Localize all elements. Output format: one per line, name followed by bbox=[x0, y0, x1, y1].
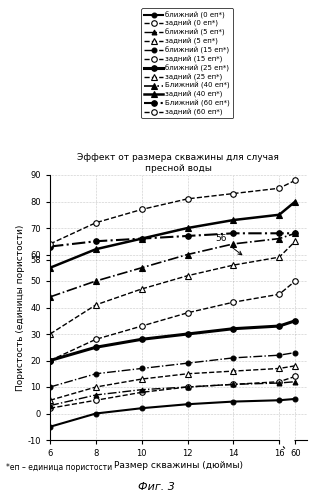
Title: Эффект от размера скважины для случая
пресной воды: Эффект от размера скважины для случая пр… bbox=[78, 154, 279, 173]
Text: 56: 56 bbox=[215, 234, 242, 255]
X-axis label: Размер скважины (дюймы): Размер скважины (дюймы) bbox=[114, 461, 243, 470]
Y-axis label: Пористость (единицы пористости): Пористость (единицы пористости) bbox=[16, 224, 25, 390]
Legend: ближний (0 еп*), задний (0 еп*), ближний (5 еп*), задний (5 еп*), ближний (15 еп: ближний (0 еп*), задний (0 еп*), ближний… bbox=[141, 8, 233, 118]
Text: *еп – единица пористости: *еп – единица пористости bbox=[6, 462, 112, 471]
Text: Фиг. 3: Фиг. 3 bbox=[138, 482, 175, 492]
